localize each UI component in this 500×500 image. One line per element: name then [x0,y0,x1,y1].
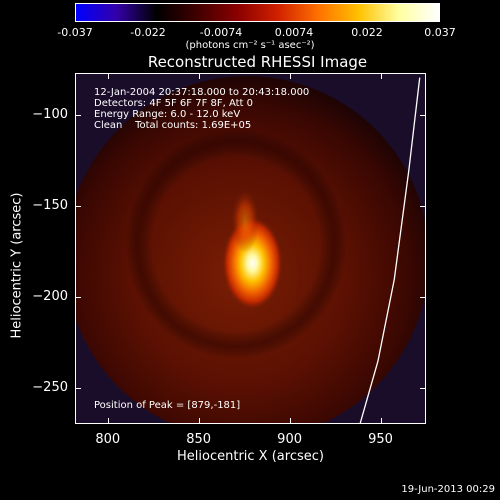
colorbar [75,3,440,22]
secondary-source [231,189,260,254]
x-axis-label: Heliocentric X (arcsec) [177,449,324,464]
y-tick-label: −200 [32,288,68,304]
x-tick-label: 900 [277,432,303,447]
colorbar-tick-label: 0.0074 [274,26,314,39]
info-line: Detectors: 4F 5F 6F 7F 8F, Att 0 [94,98,254,109]
y-tick-mark [75,296,81,298]
x-tick-label: 850 [186,432,212,447]
heatmap-svg [76,74,425,423]
x-tick-mark [380,418,382,424]
info-line: 12-Jan-2004 20:37:18.000 to 20:43:18.000 [94,87,310,98]
x-tick-mark [198,418,200,424]
info-line: Energy Range: 6.0 - 12.0 keV [94,109,241,120]
plot-area [75,73,426,424]
colorbar-tick-label: 0.037 [424,26,456,39]
colorbar-tick-label: -0.0074 [199,26,243,39]
x-tick-mark [107,418,109,424]
y-tick-label: −250 [32,379,68,395]
x-tick-label: 950 [368,432,393,447]
y-tick-label: −100 [32,106,68,122]
chart-title: Reconstructed RHESSI Image [147,53,368,71]
y-tick-mark [420,205,426,207]
y-tick-mark [420,387,426,389]
sources-layer [222,189,283,310]
x-tick-mark [198,73,200,79]
x-tick-mark [289,73,291,79]
peak-position-label: Position of Peak = [879,-181] [94,400,241,411]
y-tick-mark [75,387,81,389]
y-tick-mark [75,205,81,207]
x-tick-mark [289,418,291,424]
x-tick-mark [380,73,382,79]
colorbar-tick-label: -0.037 [57,26,93,39]
colorbar-tick-label: 0.022 [351,26,383,39]
x-tick-label: 800 [95,432,121,447]
y-tick-mark [75,114,81,116]
info-line: Clean Total counts: 1.69E+05 [94,120,252,131]
y-axis-label: Heliocentric Y (arcsec) [9,192,25,339]
y-tick-label: −150 [32,197,68,213]
y-tick-mark [420,114,426,116]
colorbar-unit-label: (photons cm⁻² s⁻¹ asec⁻²) [185,40,315,51]
x-tick-mark [107,73,109,79]
y-tick-mark [420,296,426,298]
colorbar-tick-label: -0.022 [130,26,166,39]
footer-date: 19-Jun-2013 00:29 [401,484,495,495]
solar-limb-curve [359,77,421,423]
